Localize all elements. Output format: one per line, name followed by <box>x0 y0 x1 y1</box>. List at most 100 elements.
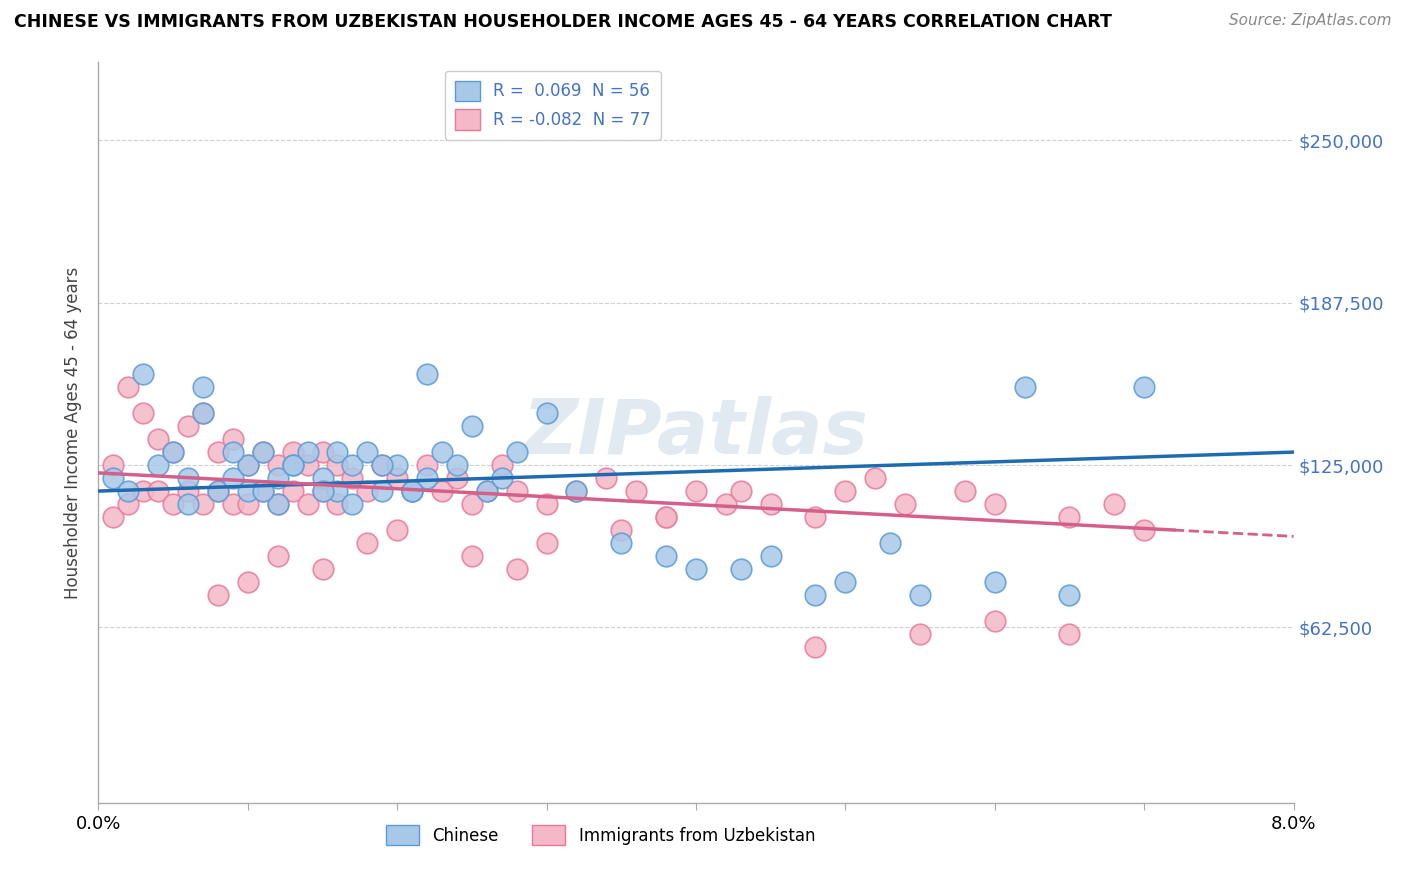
Point <box>311 471 333 485</box>
Point <box>356 484 378 499</box>
Point <box>267 497 290 511</box>
Point <box>626 484 648 499</box>
Point <box>281 458 304 472</box>
Point <box>191 497 214 511</box>
Point <box>475 484 498 499</box>
Point <box>416 458 439 472</box>
Point <box>371 484 394 499</box>
Point <box>207 484 229 499</box>
Point <box>461 549 484 563</box>
Point <box>177 497 200 511</box>
Point <box>281 484 304 499</box>
Point <box>506 562 529 576</box>
Point <box>1104 497 1126 511</box>
Point <box>491 458 513 472</box>
Point <box>281 458 304 472</box>
Point <box>326 484 349 499</box>
Point <box>1133 523 1156 537</box>
Point <box>865 471 887 485</box>
Point <box>148 432 170 446</box>
Point <box>655 510 678 524</box>
Point <box>117 484 139 499</box>
Point <box>506 445 529 459</box>
Point <box>834 484 856 499</box>
Point <box>117 380 139 394</box>
Point <box>879 536 901 550</box>
Point <box>267 458 290 472</box>
Point <box>207 445 229 459</box>
Point <box>356 445 378 459</box>
Point <box>191 406 214 420</box>
Point <box>162 445 184 459</box>
Point <box>252 445 274 459</box>
Point <box>714 497 737 511</box>
Text: ZIPatlas: ZIPatlas <box>523 396 869 469</box>
Point <box>565 484 588 499</box>
Point <box>207 484 229 499</box>
Point <box>984 614 1007 628</box>
Point <box>267 497 290 511</box>
Point <box>610 523 633 537</box>
Point <box>685 484 707 499</box>
Point <box>894 497 917 511</box>
Point <box>804 640 827 654</box>
Legend: Chinese, Immigrants from Uzbekistan: Chinese, Immigrants from Uzbekistan <box>377 817 824 854</box>
Point <box>162 497 184 511</box>
Point <box>984 574 1007 589</box>
Point <box>267 471 290 485</box>
Point <box>326 458 349 472</box>
Point <box>252 484 274 499</box>
Point <box>103 471 125 485</box>
Point <box>655 549 678 563</box>
Text: Source: ZipAtlas.com: Source: ZipAtlas.com <box>1229 13 1392 29</box>
Point <box>342 497 364 511</box>
Point <box>267 549 290 563</box>
Point <box>371 458 394 472</box>
Point <box>371 458 394 472</box>
Point <box>461 419 484 434</box>
Point <box>730 562 752 576</box>
Point <box>252 445 274 459</box>
Point <box>326 497 349 511</box>
Point <box>132 484 155 499</box>
Point <box>984 497 1007 511</box>
Y-axis label: Householder Income Ages 45 - 64 years: Householder Income Ages 45 - 64 years <box>65 267 83 599</box>
Point <box>595 471 617 485</box>
Point <box>655 510 678 524</box>
Point <box>536 497 558 511</box>
Point <box>222 471 245 485</box>
Point <box>416 367 439 381</box>
Point <box>297 497 319 511</box>
Point <box>759 497 782 511</box>
Point <box>1059 510 1081 524</box>
Point <box>236 497 259 511</box>
Point <box>401 484 423 499</box>
Point <box>506 484 529 499</box>
Point <box>236 574 259 589</box>
Point <box>177 484 200 499</box>
Point <box>311 445 333 459</box>
Point <box>297 445 319 459</box>
Point <box>536 536 558 550</box>
Point <box>536 406 558 420</box>
Point <box>236 484 259 499</box>
Point <box>491 471 513 485</box>
Point <box>356 536 378 550</box>
Point <box>311 562 333 576</box>
Point <box>326 445 349 459</box>
Point <box>191 406 214 420</box>
Point <box>401 484 423 499</box>
Point <box>401 484 423 499</box>
Point <box>281 445 304 459</box>
Point <box>446 471 468 485</box>
Point <box>103 510 125 524</box>
Point <box>1133 380 1156 394</box>
Point <box>148 458 170 472</box>
Point <box>834 574 856 589</box>
Point <box>416 471 439 485</box>
Point <box>1014 380 1036 394</box>
Point <box>953 484 976 499</box>
Point <box>1059 627 1081 641</box>
Text: CHINESE VS IMMIGRANTS FROM UZBEKISTAN HOUSEHOLDER INCOME AGES 45 - 64 YEARS CORR: CHINESE VS IMMIGRANTS FROM UZBEKISTAN HO… <box>14 13 1112 31</box>
Point <box>430 484 453 499</box>
